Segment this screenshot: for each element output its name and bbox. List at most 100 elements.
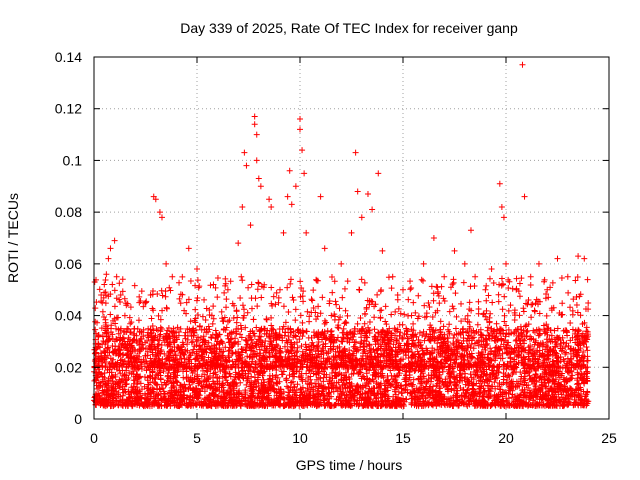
data-point [320, 378, 327, 385]
data-point [535, 326, 542, 333]
data-point [113, 398, 120, 405]
data-point [353, 401, 360, 408]
data-point [158, 396, 165, 403]
data-point [577, 399, 584, 406]
data-point [119, 392, 126, 399]
data-point [196, 283, 203, 290]
data-point [575, 380, 582, 387]
data-point [470, 334, 477, 341]
data-point [485, 331, 492, 338]
data-point [137, 373, 144, 380]
data-point [126, 329, 133, 336]
data-point [289, 373, 296, 380]
data-point [392, 376, 399, 383]
data-point [103, 381, 110, 388]
data-point [343, 391, 350, 398]
data-point [109, 386, 116, 393]
data-point [366, 341, 373, 348]
data-point [233, 382, 240, 389]
data-point [584, 347, 591, 354]
data-point [116, 384, 123, 391]
data-point [172, 374, 179, 381]
data-point [251, 369, 258, 376]
data-point [137, 346, 144, 353]
data-point [537, 373, 544, 380]
data-point [190, 346, 197, 353]
data-point [129, 368, 136, 375]
data-point [261, 379, 268, 386]
data-point [439, 368, 446, 375]
data-point [378, 397, 385, 404]
data-point [254, 401, 261, 408]
data-point [572, 401, 579, 408]
data-point [560, 402, 567, 409]
data-point [259, 372, 266, 379]
data-point [271, 385, 278, 392]
data-point [574, 349, 581, 356]
data-point [237, 379, 244, 386]
data-point [99, 308, 106, 315]
data-point [484, 394, 491, 401]
data-point [269, 402, 276, 409]
data-point [553, 403, 560, 409]
data-point [357, 390, 364, 397]
data-point [540, 392, 547, 399]
data-point [573, 350, 580, 357]
data-point [410, 332, 417, 339]
data-point [125, 347, 132, 354]
data-point [107, 400, 114, 407]
data-point [123, 376, 130, 383]
data-point [157, 372, 164, 379]
data-point [260, 400, 267, 407]
data-point [330, 383, 337, 390]
data-point [148, 403, 155, 410]
data-point [535, 386, 542, 393]
data-point [293, 392, 300, 399]
data-point [314, 387, 321, 394]
data-point [519, 331, 526, 338]
data-point [435, 394, 442, 401]
data-point [562, 395, 569, 402]
data-point [292, 349, 299, 356]
data-point [371, 326, 378, 333]
data-point [260, 369, 267, 376]
data-point [269, 351, 276, 358]
data-point [131, 325, 138, 332]
data-point [454, 393, 461, 400]
data-point [481, 379, 488, 386]
data-point [460, 401, 467, 408]
data-point [409, 395, 416, 402]
data-point [377, 370, 384, 377]
data-point [541, 357, 548, 364]
data-point [584, 389, 591, 396]
data-point [373, 380, 380, 387]
data-point [226, 370, 233, 377]
data-points [91, 61, 592, 410]
data-point [420, 402, 427, 409]
data-point [343, 380, 350, 387]
data-point [490, 328, 497, 335]
data-point [350, 370, 357, 377]
data-point [567, 367, 574, 374]
data-point [359, 382, 366, 389]
data-point [405, 376, 412, 383]
data-point [242, 389, 249, 396]
data-point [265, 398, 272, 405]
data-point [393, 379, 400, 386]
data-point [487, 345, 494, 352]
data-point [437, 346, 444, 353]
data-point [255, 380, 262, 387]
data-point [498, 275, 505, 282]
data-point [198, 326, 205, 333]
data-point [173, 387, 180, 394]
data-point [414, 393, 421, 400]
data-point [531, 351, 538, 358]
data-point [209, 390, 216, 397]
data-point [206, 400, 213, 407]
data-point [555, 399, 562, 406]
data-point [279, 337, 286, 344]
data-point [219, 315, 226, 322]
data-point [543, 384, 550, 391]
data-point [98, 371, 105, 378]
data-point [421, 337, 428, 344]
